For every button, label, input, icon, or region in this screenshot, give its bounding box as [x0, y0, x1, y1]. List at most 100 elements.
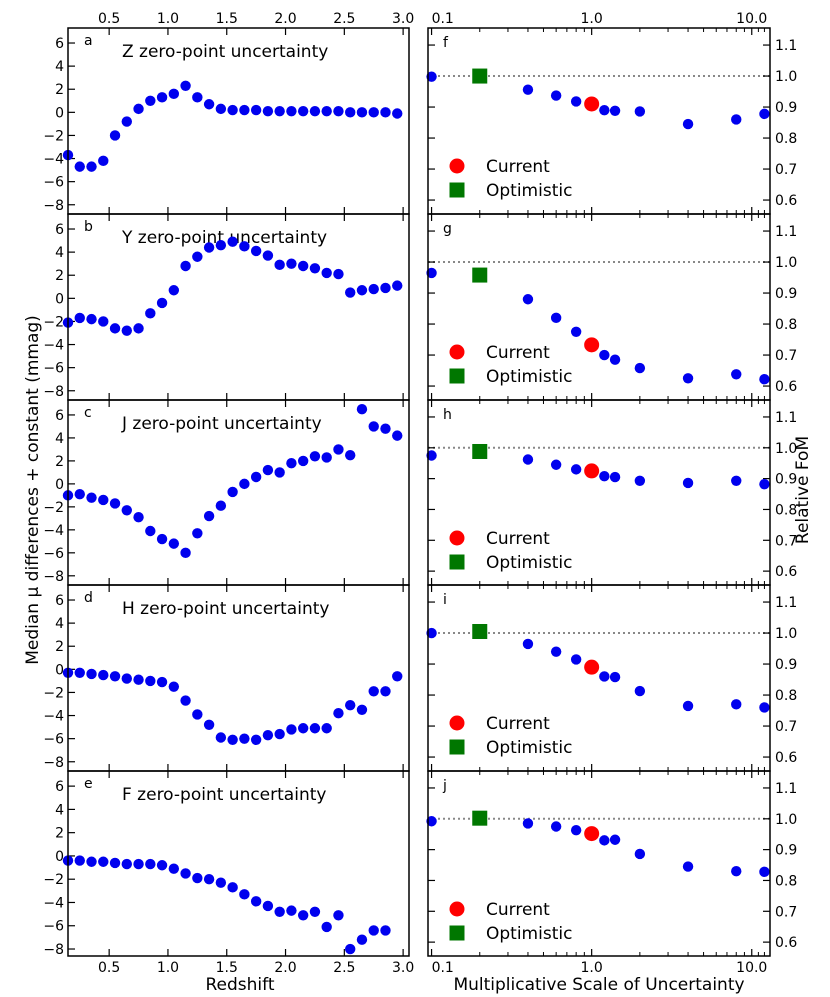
- data-points: [426, 450, 770, 490]
- legend-optimistic-label: Optimistic: [486, 367, 572, 387]
- data-point: [98, 155, 109, 167]
- panel-g: 1.1 1.0 0.9 0.8 0.7 0.6 g Current Optimistic: [426, 213, 797, 401]
- panel-c: 6 4 2 0 −2 −4 −6 −8 c J zero-point uncertainty: [43, 399, 410, 586]
- data-point: [239, 241, 250, 252]
- y-tick-label: −2: [43, 500, 64, 516]
- panel-frame: [427, 770, 771, 957]
- data-point: [180, 547, 191, 559]
- y-tick-label: 1.0: [775, 255, 797, 271]
- y-tick-label: −4: [43, 895, 64, 911]
- y-tick-label: 1.1: [775, 38, 797, 54]
- panel-letter: g: [443, 221, 452, 237]
- y-tick-label: 4: [55, 802, 64, 818]
- x-tick-label: 10.0: [736, 960, 767, 976]
- data-point: [682, 373, 694, 384]
- data-point: [274, 105, 285, 117]
- data-point: [309, 723, 321, 734]
- data-point: [145, 858, 156, 870]
- y-tick-label: 2: [55, 268, 64, 284]
- data-point: [121, 325, 132, 336]
- y-tick-label: 0.7: [775, 533, 797, 549]
- y-tick-label: 2: [55, 454, 64, 470]
- data-point: [522, 638, 534, 650]
- data-point: [759, 374, 770, 385]
- data-point: [345, 699, 356, 711]
- data-point: [759, 866, 770, 878]
- data-point: [286, 457, 297, 469]
- y-tick-label: 4: [55, 245, 64, 261]
- data-point: [180, 80, 191, 91]
- panel-letter: i: [443, 592, 447, 608]
- x-tick-label: 0.1: [432, 960, 454, 976]
- y-tick-label: 0.6: [775, 935, 797, 951]
- data-point: [145, 675, 156, 687]
- data-points: [62, 855, 391, 955]
- data-point: [368, 107, 379, 118]
- y-tick-label: 0.8: [775, 873, 797, 889]
- y-tick-label: 4: [55, 431, 64, 447]
- data-point: [74, 489, 85, 500]
- x-tick-label: 0.5: [98, 960, 120, 976]
- y-tick-label: 0: [55, 662, 64, 678]
- legend-optimistic-symbol: [449, 182, 465, 198]
- y-tick-label: 0.7: [775, 719, 797, 735]
- panel-title: F zero-point uncertainty: [122, 785, 326, 805]
- data-point: [356, 285, 368, 296]
- y-tick-label: 1.1: [775, 224, 797, 240]
- y-tick-label: −4: [43, 338, 64, 354]
- data-point: [392, 671, 403, 682]
- panel-frame: [427, 213, 771, 401]
- optimistic-marker: [472, 68, 488, 84]
- y-tick-label: −8: [43, 569, 64, 585]
- y-tick-label: 1.1: [775, 410, 797, 426]
- panel-frame: [427, 399, 771, 586]
- data-point: [570, 825, 582, 836]
- data-point: [570, 96, 582, 107]
- data-point: [203, 874, 215, 885]
- y-tick-label: 0: [55, 849, 64, 865]
- data-point: [731, 866, 742, 877]
- y-tick-label: −6: [43, 546, 64, 562]
- y-tick-label: 6: [55, 222, 64, 238]
- data-point: [333, 105, 344, 117]
- panel-title: H zero-point uncertainty: [122, 599, 329, 619]
- data-point: [731, 699, 742, 710]
- legend-current-symbol: [449, 715, 465, 731]
- data-point: [98, 669, 109, 681]
- current-marker: [584, 659, 600, 675]
- y-tick-label: 2: [55, 82, 64, 98]
- data-point: [250, 471, 262, 483]
- y-tick-label: 1.0: [775, 441, 797, 457]
- left-y-axis-title: Median μ differences + constant (mmag): [23, 315, 43, 665]
- y-tick-label: −4: [43, 152, 64, 168]
- y-tick-label: 0.9: [775, 472, 797, 488]
- data-point: [192, 709, 203, 720]
- data-point: [86, 492, 97, 503]
- data-point: [98, 494, 109, 506]
- data-point: [192, 92, 203, 103]
- data-point: [599, 470, 610, 482]
- data-point: [121, 505, 132, 516]
- data-point: [392, 108, 403, 119]
- data-point: [426, 627, 437, 639]
- data-point: [356, 107, 368, 118]
- data-point: [297, 910, 309, 921]
- data-point: [227, 734, 238, 746]
- data-point: [368, 421, 379, 432]
- data-point: [550, 646, 562, 657]
- data-point: [522, 454, 534, 465]
- data-point: [239, 889, 250, 900]
- x-tick-label: 2.5: [333, 11, 355, 27]
- data-point: [156, 92, 168, 103]
- data-point: [98, 316, 109, 327]
- current-marker: [584, 463, 600, 479]
- data-point: [309, 906, 321, 917]
- left-x-axis-title: Redshift: [205, 975, 274, 995]
- panel-letter: b: [84, 219, 93, 235]
- data-point: [74, 855, 85, 866]
- data-point: [682, 700, 694, 712]
- y-tick-label: −8: [43, 755, 64, 771]
- data-point: [121, 116, 132, 127]
- data-point: [86, 161, 97, 172]
- legend-optimistic-label: Optimistic: [486, 738, 572, 758]
